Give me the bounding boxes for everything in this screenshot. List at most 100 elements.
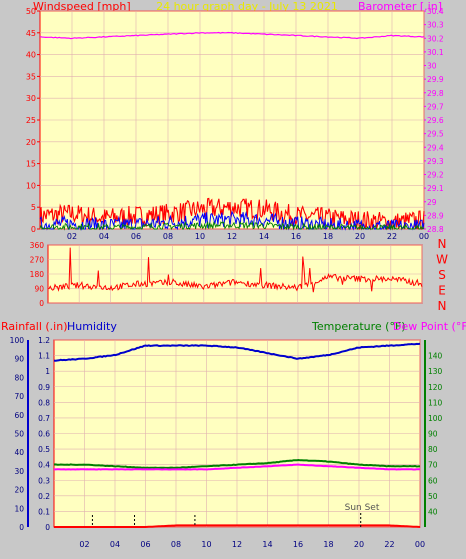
temperature-tick-label: 100 xyxy=(428,414,443,423)
windspeed-axis-ticks: 0 5 10 15 20 25 30 35 40 45 50 xyxy=(26,7,40,234)
humidity-tick-label: 40 xyxy=(14,448,24,457)
windspeed-tick-label: 30 xyxy=(26,94,36,103)
x-tick-label: 18 xyxy=(323,232,333,241)
rainfall-tick-label: 0.8 xyxy=(38,398,50,407)
direction-tick-label: 0 xyxy=(39,299,44,308)
barometer-tick-label: 29.6 xyxy=(427,116,444,125)
compass-label-e: E xyxy=(438,284,446,298)
x-tick-label: 06 xyxy=(131,232,141,241)
x-tick-label: 14 xyxy=(262,540,272,549)
humidity-tick-label: 0 xyxy=(19,523,24,532)
windspeed-tick-label: 50 xyxy=(26,7,36,16)
x-tick-label: 22 xyxy=(384,540,394,549)
x-tick-label: 02 xyxy=(67,232,77,241)
temperature-tick-label: 40 xyxy=(428,507,438,516)
temp-axis-ticks: 0 0.1 0.2 0.3 0.4 0.5 0.6 0.7 0.8 0.9 1 1.1 1.2 0 10 20… xyxy=(10,336,443,532)
x-tick-label: 04 xyxy=(110,540,120,549)
compass-label-s: S xyxy=(438,268,446,282)
barometer-tick-label: 30 xyxy=(427,62,437,71)
rainfall-tick-label: 0.1 xyxy=(38,507,50,516)
barometer-tick-label: 29.4 xyxy=(427,143,444,152)
temperature-tick-label: 70 xyxy=(428,461,438,470)
temp-x-axis-ticks: 02 04 06 08 10 12 14 16 18 20 22 00 xyxy=(79,540,425,549)
x-tick-label: 14 xyxy=(259,232,269,241)
rainfall-tick-label: 0.4 xyxy=(38,461,50,470)
humidity-tick-label: 90 xyxy=(14,355,24,364)
humidity-tick-label: 50 xyxy=(14,430,24,439)
humidity-tick-label: 10 xyxy=(14,504,24,513)
barometer-axis-ticks: 28.8 28.9 29 29.1 29.2 29.3 29.4 29.5 29.6 29.7 29… xyxy=(424,7,444,234)
barometer-tick-label: 29.9 xyxy=(427,75,444,84)
sunset-label: Sun Set xyxy=(345,503,380,513)
temperature-tick-label: 120 xyxy=(428,383,443,392)
barometer-tick-label: 28.8 xyxy=(427,225,444,234)
x-tick-label: 20 xyxy=(354,540,364,549)
dewpoint-label: Dew Point (°F) xyxy=(393,320,466,333)
windspeed-tick-label: 25 xyxy=(26,116,36,125)
x-tick-label: 16 xyxy=(291,232,301,241)
x-tick-label: 22 xyxy=(387,232,397,241)
x-tick-label: 20 xyxy=(355,232,365,241)
windspeed-tick-label: 40 xyxy=(26,51,36,60)
barometer-tick-label: 29.8 xyxy=(427,89,444,98)
dewpoint-line xyxy=(54,463,421,471)
windspeed-tick-label: 0 xyxy=(31,225,36,234)
barometer-line xyxy=(39,31,425,40)
direction-plot-grid xyxy=(48,244,423,304)
windspeed-tick-label: 35 xyxy=(26,72,36,81)
x-tick-label: 12 xyxy=(232,540,242,549)
barometer-title: Barometer [.in] xyxy=(358,0,442,13)
rainfall-tick-label: 1 xyxy=(45,367,50,376)
rainfall-tick-label: 0.3 xyxy=(38,476,50,485)
compass-label-w: W xyxy=(436,253,448,267)
windspeed-tick-label: 20 xyxy=(26,138,36,147)
x-tick-label: 10 xyxy=(195,232,205,241)
humidity-label: Humidity xyxy=(67,320,117,333)
wind-x-axis-ticks: 02 04 06 08 10 12 14 16 18 20 22 00 xyxy=(67,232,429,241)
direction-series xyxy=(47,247,423,293)
humidity-tick-label: 20 xyxy=(14,486,24,495)
humidity-tick-label: 30 xyxy=(14,467,24,476)
windspeed-tick-label: 10 xyxy=(26,181,36,190)
humidity-line xyxy=(53,342,421,362)
barometer-tick-label: 30.2 xyxy=(427,34,444,43)
temperature-tick-label: 110 xyxy=(428,398,443,407)
temperature-label: Temperature (°F) xyxy=(311,320,406,333)
compass-label-n: N xyxy=(438,237,447,251)
x-tick-label: 00 xyxy=(415,540,425,549)
rainfall-tick-label: 0.2 xyxy=(38,492,50,501)
rainfall-tick-label: 0.7 xyxy=(38,414,50,423)
barometer-tick-label: 29.3 xyxy=(427,157,444,166)
barometer-tick-label: 29.5 xyxy=(427,130,444,139)
chart-title: 24 hour graph day - July 13 2021 xyxy=(156,0,338,13)
direction-tick-label: 360 xyxy=(30,241,45,250)
rainfall-tick-label: 0.9 xyxy=(38,383,50,392)
windspeed-title: Windspeed [mph] xyxy=(33,0,131,13)
temperature-tick-label: 60 xyxy=(428,476,438,485)
humidity-tick-label: 100 xyxy=(10,336,25,345)
wind-avg-line xyxy=(39,220,425,231)
direction-axis-ticks: 0 90 180 270 360 xyxy=(30,241,45,308)
x-tick-label: 18 xyxy=(323,540,333,549)
x-tick-label: 00 xyxy=(419,232,429,241)
rainfall-label: Rainfall (.in) xyxy=(1,320,68,333)
rainfall-tick-label: 0 xyxy=(45,523,50,532)
barometer-tick-label: 29.2 xyxy=(427,171,444,180)
temperature-tick-label: 90 xyxy=(428,430,438,439)
rainfall-tick-label: 1.2 xyxy=(38,336,50,345)
temperature-tick-label: 130 xyxy=(428,367,443,376)
temperature-tick-label: 50 xyxy=(428,492,438,501)
humidity-tick-label: 70 xyxy=(14,392,24,401)
direction-tick-label: 90 xyxy=(34,285,44,294)
x-tick-label: 08 xyxy=(163,232,173,241)
temperature-line xyxy=(53,458,421,469)
rainfall-tick-label: 0.5 xyxy=(38,445,50,454)
rainfall-line xyxy=(54,524,421,528)
temperature-tick-label: 140 xyxy=(428,352,443,361)
windspeed-tick-label: 15 xyxy=(26,160,36,169)
